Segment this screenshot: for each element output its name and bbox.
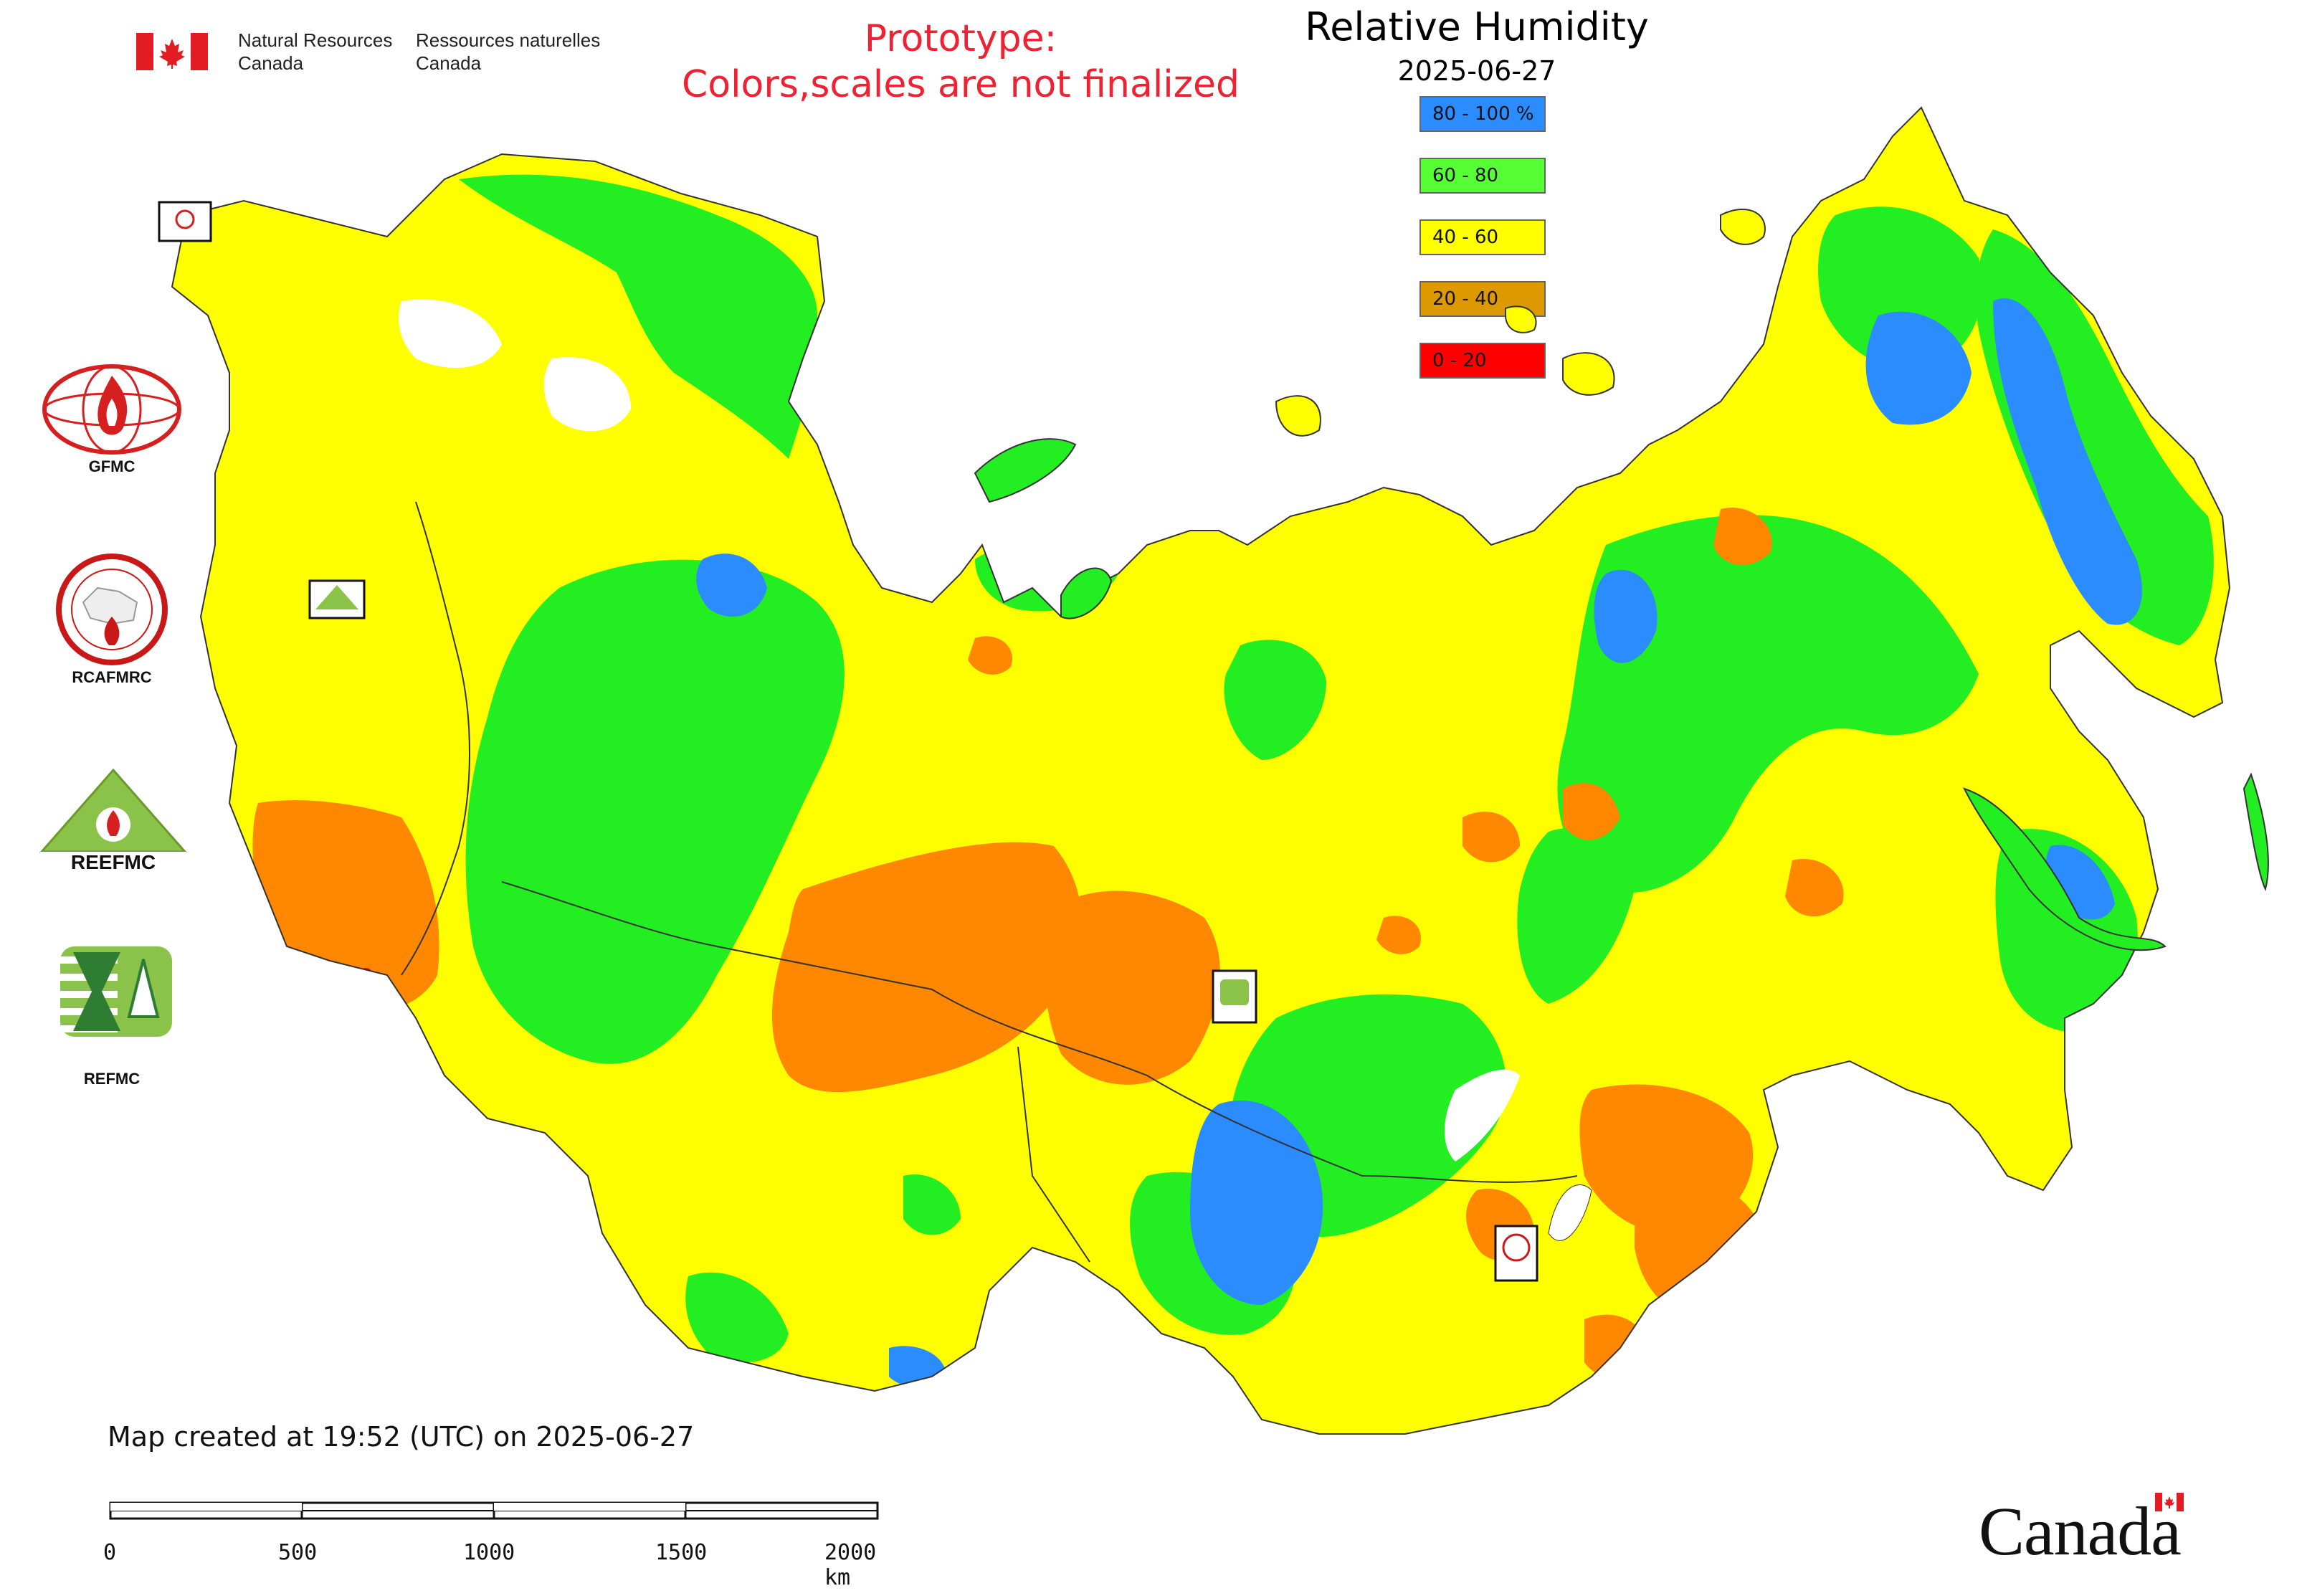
scale-bar: 0 500 1000 1500 2000 km [103,1498,882,1590]
scale-tick-1500: 1500 [655,1540,708,1565]
reefmc-logo-icon: REEFMC [39,768,188,873]
gfmc-logo-icon [42,364,181,455]
prototype-notice: Prototype: Colors,scales are not finaliz… [681,17,1240,106]
station-marker-reefmc [308,579,366,619]
station-marker-refmc [1212,969,1257,1024]
refmc-label: REFMC [83,1070,141,1088]
reefmc-logo-text: REEFMC [71,851,156,873]
canada-wordmark-flag-icon [2154,1493,2184,1511]
map-title: Relative Humidity [1305,4,1649,49]
rcafmrc-logo-icon [56,554,168,665]
scale-bar-graphic [109,1501,879,1520]
agency-name-en: Natural Resources Canada [238,29,393,74]
legend-item-60-80: 60 - 80 [1419,158,1546,194]
canada-flag-icon [136,33,208,70]
map-created-text: Map created at 19:52 (UTC) on 2025-06-27 [108,1421,695,1453]
legend-item-40-60: 40 - 60 [1419,219,1546,255]
station-marker-rcafmrc [1494,1225,1538,1282]
nrcan-signature: Natural Resources Canada Ressources natu… [136,29,609,79]
scale-tick-0: 0 [103,1540,117,1565]
map-date: 2025-06-27 [1397,55,1556,87]
scale-tick-2000: 2000 km [824,1540,877,1590]
agency-name-fr: Ressources naturelles Canada [416,29,601,74]
station-marker-gfmc [158,201,212,242]
scale-tick-1000: 1000 [463,1540,515,1565]
rcafmrc-label: RCAFMRC [72,668,152,686]
legend-item-80-100: 80 - 100 % [1419,96,1546,132]
legend-item-0-20: 0 - 20 [1419,343,1546,379]
canada-wordmark: Canada [1979,1491,2184,1571]
scale-tick-500: 500 [278,1540,318,1565]
legend-item-20-40: 20 - 40 [1419,281,1546,317]
gfmc-label: GFMC [88,457,135,475]
refmc-logo-icon [60,946,172,1037]
